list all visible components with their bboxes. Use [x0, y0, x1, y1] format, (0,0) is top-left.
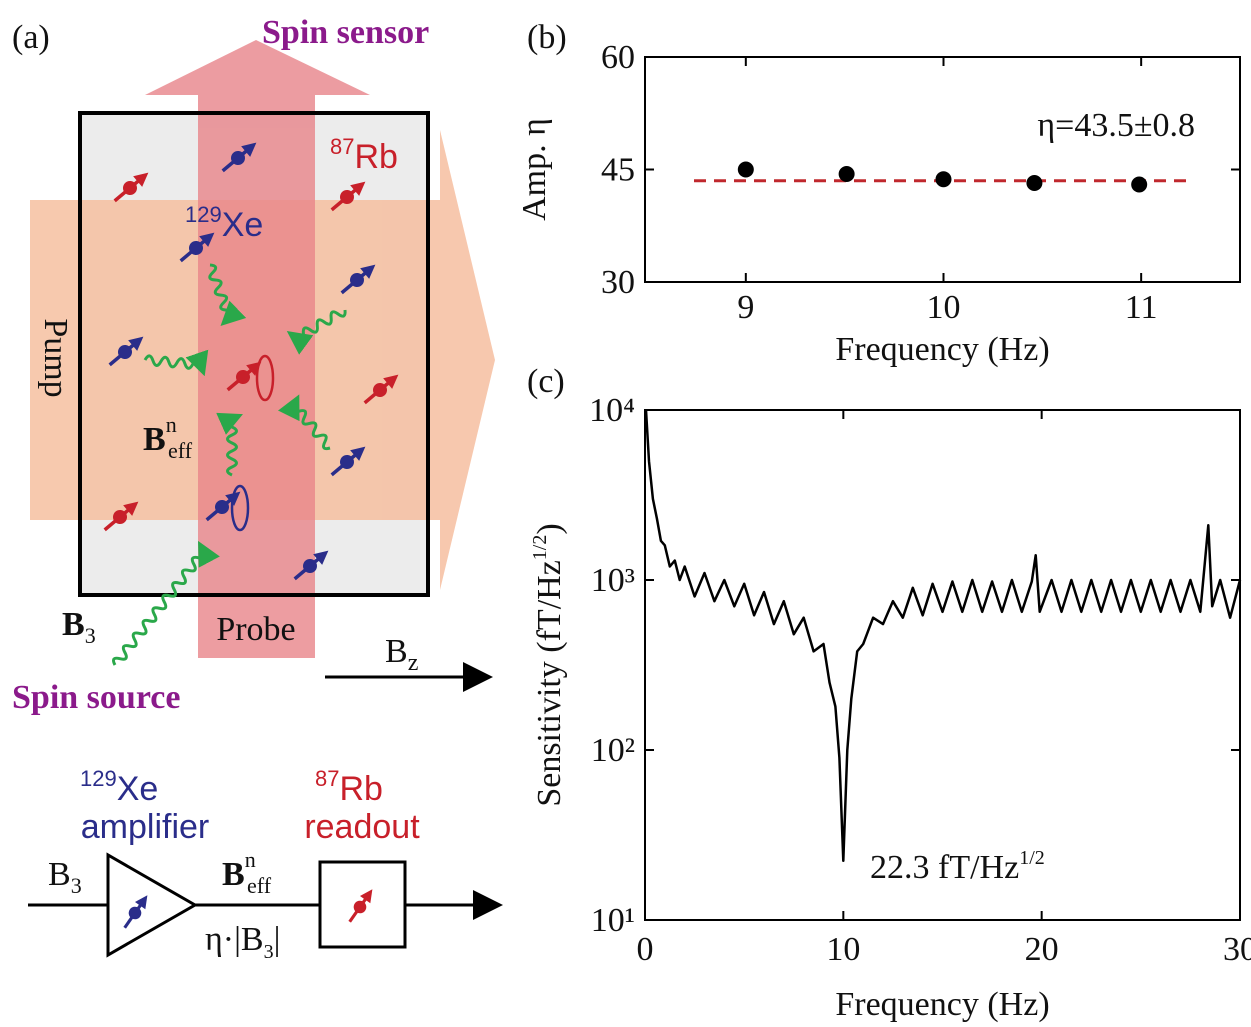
readout-species: 87Rb — [315, 766, 383, 808]
sup: 1/2 — [529, 535, 551, 561]
sup: n — [166, 412, 177, 437]
field-wave — [286, 309, 347, 355]
sup: 1/2 — [1019, 847, 1045, 869]
sup: 129 — [80, 766, 117, 791]
x-axis-label: Frequency (Hz) — [835, 986, 1049, 1023]
y-tick-label: 45 — [601, 152, 635, 189]
field-wave — [208, 263, 247, 326]
data-point — [737, 161, 754, 178]
input-label: B3 — [48, 856, 82, 898]
precession — [255, 354, 275, 402]
species: Rb — [339, 770, 382, 808]
amp-label: amplifier — [81, 808, 209, 846]
symbol: B — [48, 856, 71, 893]
x-tick-label: 0 — [637, 931, 654, 968]
amp-species: 129Xe — [80, 766, 158, 808]
text: Sensitivity (fT/Hz — [531, 560, 568, 806]
sub: eff — [168, 438, 193, 463]
gain-label: η·|B3| — [205, 921, 280, 963]
rb-label: 87Rb — [330, 134, 398, 176]
x-tick-label: 10 — [826, 931, 860, 968]
xe-label: 129Xe — [185, 202, 263, 244]
species: Rb — [354, 138, 397, 176]
panel-label: (a) — [12, 19, 50, 56]
field-wave — [112, 540, 220, 666]
text: η·|B — [205, 921, 264, 958]
symbol: B — [385, 633, 408, 670]
sub: 3 — [71, 873, 82, 898]
x-axis-label: Frequency (Hz) — [835, 331, 1049, 368]
symbol: B — [143, 421, 166, 458]
tail: | — [274, 921, 281, 958]
amplifier — [106, 852, 199, 958]
annotation: 22.3 fT/Hz1/2 — [870, 847, 1045, 886]
sup: 129 — [185, 202, 222, 227]
cell-border — [78, 111, 430, 597]
x-tick-label: 11 — [1125, 289, 1158, 326]
spectrum-line — [644, 409, 1242, 863]
y-tick-label: 10³ — [591, 562, 635, 599]
plot-frame — [644, 56, 1241, 283]
field-wave — [216, 412, 243, 477]
data-point — [935, 171, 952, 188]
x-tick-label: 30 — [1223, 931, 1251, 968]
data-point — [1131, 176, 1148, 193]
data-point — [1026, 175, 1043, 191]
annotation: η=43.5±0.8 — [1037, 107, 1195, 144]
symbol: B — [62, 606, 85, 643]
text: 22.3 fT/Hz — [870, 849, 1019, 886]
x-tick-label: 20 — [1025, 931, 1059, 968]
readout-label: readout — [304, 808, 420, 846]
sensor-title: Spin sensor — [262, 14, 429, 51]
species: Xe — [117, 770, 159, 808]
source-label: Spin source — [12, 679, 180, 716]
panel-label: (b) — [527, 19, 567, 56]
symbol: B — [222, 856, 245, 893]
sub: 3 — [264, 941, 274, 963]
probe-label: Probe — [216, 611, 295, 648]
y-tick-label: 30 — [601, 264, 635, 301]
output-label: Bn eff — [222, 847, 272, 898]
readout-box — [318, 860, 407, 949]
y-tick-label: 10¹ — [591, 902, 635, 939]
sup: 87 — [315, 766, 339, 791]
sup: n — [245, 847, 256, 872]
precession — [230, 484, 250, 532]
panel-label: (c) — [527, 363, 565, 400]
sup: 87 — [330, 134, 354, 159]
data-point — [838, 166, 855, 182]
field-wave — [143, 349, 209, 377]
x-tick-label: 10 — [926, 289, 960, 326]
sub: 3 — [85, 623, 96, 648]
b3-label: B3 — [62, 606, 96, 648]
beff-label: Bn eff — [143, 412, 193, 463]
field-wave — [277, 394, 331, 451]
plot-frame — [644, 409, 1241, 921]
pump-label: Pump — [37, 318, 74, 397]
sub: z — [408, 650, 419, 676]
y-axis-label: Sensitivity (fT/Hz1/2) — [529, 523, 568, 806]
y-tick-label: 10⁴ — [589, 392, 635, 429]
y-tick-label: 10² — [591, 732, 635, 769]
y-axis-label: Amp. η — [516, 118, 553, 221]
tail: ) — [531, 523, 568, 534]
bz-label: Bz — [385, 633, 418, 676]
species: Xe — [222, 206, 264, 244]
x-tick-label: 9 — [737, 289, 754, 326]
sub: eff — [247, 873, 272, 898]
y-tick-label: 60 — [601, 39, 635, 76]
